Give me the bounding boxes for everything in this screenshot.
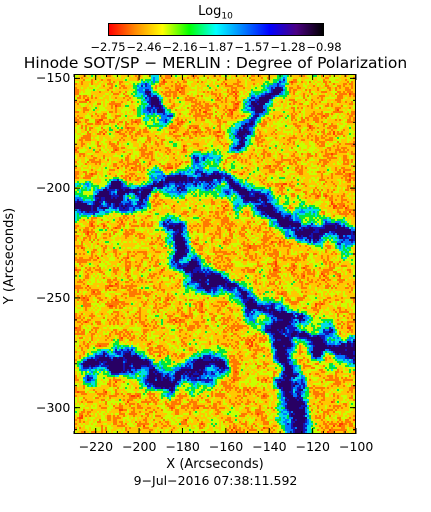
polarization-map	[74, 74, 356, 434]
x-tick-label: −100	[339, 439, 374, 454]
colorbar-tick-label: −0.98	[306, 40, 342, 54]
y-tick-label: −250	[36, 289, 71, 305]
x-tick-label: −160	[208, 439, 244, 454]
colorbar	[108, 23, 324, 36]
colorbar-label-subscript: 10	[221, 11, 233, 22]
colorbar-tick-label: −2.75	[90, 40, 126, 54]
y-tick-label: −200	[36, 180, 71, 196]
x-tick-label: −120	[295, 439, 330, 454]
colorbar-tick-label: −2.16	[162, 40, 198, 54]
observation-timestamp: 9−Jul−2016 07:38:11.592	[133, 473, 298, 488]
colorbar-tick-labels: −2.75 −2.46 −2.16 −1.87 −1.57 −1.28 −0.98	[90, 40, 342, 54]
polarization-heatmap	[75, 75, 355, 433]
colorbar-tick-label: −1.87	[198, 40, 234, 54]
x-tick-label: −180	[165, 439, 200, 454]
x-axis-label: X (Arcseconds)	[166, 457, 264, 472]
colorbar-tick-label: −1.57	[234, 40, 270, 54]
y-axis-label: Y (Arcseconds)	[2, 207, 17, 305]
plot-title: Hinode SOT/SP − MERLIN : Degree of Polar…	[23, 54, 408, 72]
colorbar-tick-label: −1.28	[270, 40, 306, 54]
x-tick-label: −140	[252, 439, 287, 454]
x-tick-label: −220	[78, 439, 114, 454]
y-tick-label: −300	[36, 399, 71, 415]
x-tick-label: −200	[122, 439, 157, 454]
colorbar-label: Log	[198, 4, 222, 19]
y-tick-label: −150	[36, 70, 71, 86]
colorbar-tick-label: −2.46	[126, 40, 162, 54]
colorbar-title: Log10	[0, 4, 431, 22]
